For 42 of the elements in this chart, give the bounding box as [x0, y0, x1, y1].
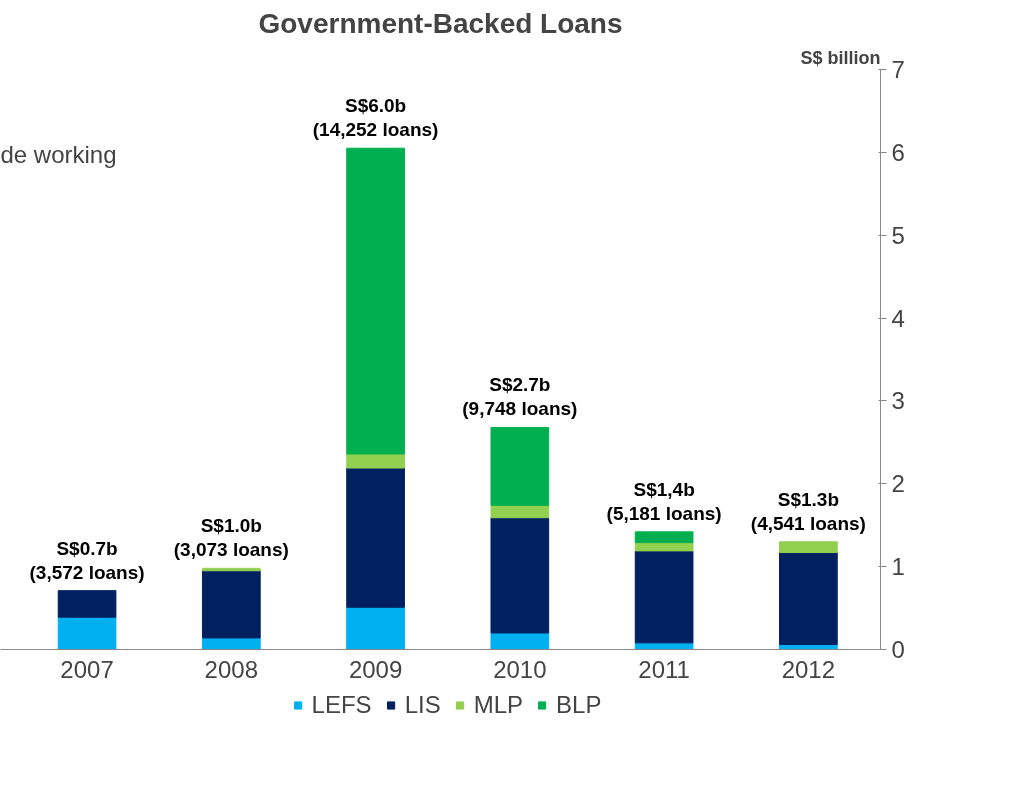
bar — [490, 504, 550, 519]
bar — [57, 616, 117, 650]
y-tick-label: 1 — [891, 553, 905, 581]
chart-title: Government-Backed Loans — [258, 7, 623, 39]
legend-label: BLP — [556, 691, 602, 719]
y-tick-label: 5 — [891, 221, 905, 249]
bar — [490, 517, 550, 634]
x-tick-label: 2008 — [204, 655, 259, 683]
x-tick-label: 2010 — [493, 655, 547, 683]
total-label: S$0.7b (3,572 loans) — [29, 537, 145, 583]
bar — [346, 453, 405, 469]
bar — [346, 606, 405, 650]
bar — [634, 542, 694, 552]
bar — [346, 467, 405, 608]
y-tick-label: 3 — [891, 387, 905, 415]
y-tick-label: 0 — [891, 636, 905, 663]
bar — [779, 541, 838, 554]
legend-label: LIS — [404, 691, 441, 719]
y-tick-label: 6 — [891, 138, 905, 166]
bar — [346, 147, 405, 455]
total-label: S$1.3b (4,541 loans) — [750, 488, 866, 534]
x-tick-label: 2009 — [348, 655, 403, 683]
legend-label: LEFS — [311, 691, 372, 719]
bar — [57, 590, 117, 618]
total-label: S$6.0b (14,252 loans) — [312, 95, 439, 141]
y-tick-label: 2 — [891, 470, 905, 498]
annotation: de working — [0, 141, 117, 169]
x-tick-label: 2011 — [638, 655, 690, 683]
bar — [779, 552, 838, 646]
x-tick-label: 2007 — [60, 655, 114, 683]
bar — [634, 550, 694, 644]
bar — [201, 570, 261, 639]
x-tick-label: 2012 — [781, 655, 836, 683]
total-label: S$2.7b (9,748 loans) — [462, 374, 578, 420]
total-label: S$1,4b (5,181 loans) — [606, 478, 722, 524]
y-axis-title: S$ billion — [800, 47, 881, 68]
y-tick-label: 4 — [891, 304, 905, 332]
legend-label: MLP — [473, 691, 524, 719]
total-label: S$1.0b (3,073 loans) — [173, 515, 289, 561]
bar — [634, 531, 694, 544]
y-tick-label: 7 — [891, 56, 905, 83]
bar — [490, 426, 550, 506]
